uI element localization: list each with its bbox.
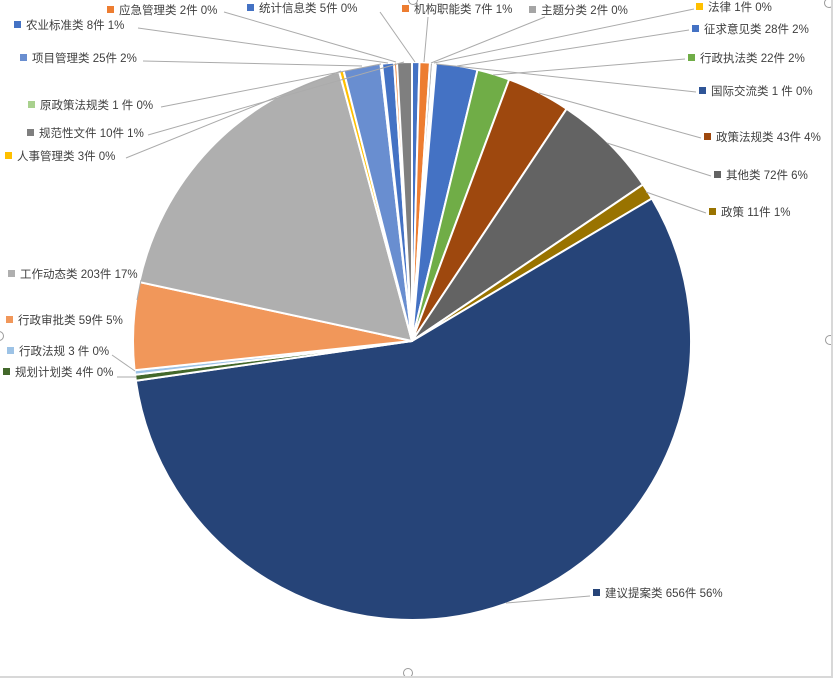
legend-key-icon xyxy=(5,152,12,159)
data-label-16[interactable]: 项目管理类 25件 2% xyxy=(20,52,137,66)
leader-line-5 xyxy=(456,29,690,67)
leader-line-8 xyxy=(606,142,712,177)
leader-line-3 xyxy=(433,8,695,64)
data-label-text: 机构职能类 7件 1% xyxy=(414,4,513,16)
data-label-text: 法律 1件 0% xyxy=(708,2,772,14)
data-label-4[interactable]: 国际交流类 1 件 0% xyxy=(699,85,813,99)
data-label-text: 政策法规类 43件 4% xyxy=(716,132,821,144)
data-label-text: 政策 11件 1% xyxy=(721,207,791,219)
leader-line-9 xyxy=(645,191,707,214)
data-label-text: 应急管理类 2件 0% xyxy=(119,5,218,17)
legend-key-icon xyxy=(692,25,699,32)
legend-key-icon xyxy=(696,3,703,10)
leader-line-4 xyxy=(435,63,697,93)
data-label-14[interactable]: 工作动态类 203件 17% xyxy=(8,268,138,282)
data-label-1[interactable]: 机构职能类 7件 1% xyxy=(402,3,512,17)
data-label-9[interactable]: 政策 11件 1% xyxy=(709,206,790,220)
data-label-20[interactable]: 规范性文件 10件 1% xyxy=(27,127,144,141)
data-label-15[interactable]: 人事管理类 3件 0% xyxy=(5,150,115,164)
legend-key-icon xyxy=(7,347,14,354)
leader-line-10 xyxy=(505,595,591,604)
leader-line-15 xyxy=(125,70,342,159)
data-label-2[interactable]: 主题分类 2件 0% xyxy=(529,4,628,18)
data-label-text: 原政策法规类 1 件 0% xyxy=(40,100,154,112)
data-label-17[interactable]: 原政策法规类 1 件 0% xyxy=(28,99,153,113)
leader-line-20 xyxy=(147,61,405,136)
legend-key-icon xyxy=(688,54,695,61)
data-label-text: 规划计划类 4件 0% xyxy=(15,367,114,379)
legend-key-icon xyxy=(28,101,35,108)
legend-key-icon xyxy=(714,171,721,178)
legend-key-icon xyxy=(8,270,15,277)
legend-key-icon xyxy=(107,6,114,13)
leader-line-18 xyxy=(137,27,389,64)
leader-line-19 xyxy=(223,11,397,63)
data-label-7[interactable]: 政策法规类 43件 4% xyxy=(704,131,821,145)
data-label-text: 农业标准类 8件 1% xyxy=(26,20,125,32)
leader-line-12 xyxy=(111,354,136,372)
selection-handle-2[interactable] xyxy=(825,335,831,345)
leader-line-2 xyxy=(430,16,546,64)
legend-key-icon xyxy=(6,316,13,323)
legend-key-icon xyxy=(529,6,536,13)
legend-key-icon xyxy=(27,129,34,136)
data-label-text: 建议提案类 656件 56% xyxy=(605,588,723,600)
data-label-13[interactable]: 行政审批类 59件 5% xyxy=(6,314,123,328)
legend-key-icon xyxy=(704,133,711,140)
data-label-10[interactable]: 建议提案类 656件 56% xyxy=(593,587,723,601)
data-label-18[interactable]: 农业标准类 8件 1% xyxy=(14,19,124,33)
pie-slice-10[interactable] xyxy=(134,197,692,621)
leader-line-16 xyxy=(142,60,363,67)
data-label-text: 其他类 72件 6% xyxy=(726,170,808,182)
data-label-text: 规范性文件 10件 1% xyxy=(39,128,144,140)
leader-line-7 xyxy=(538,92,702,139)
pie-slice-20[interactable] xyxy=(395,60,413,342)
leader-line-1 xyxy=(423,16,429,63)
leader-line-6 xyxy=(492,58,686,76)
leader-line-0 xyxy=(379,11,416,63)
data-label-text: 国际交流类 1 件 0% xyxy=(711,86,813,98)
data-label-6[interactable]: 行政执法类 22件 2% xyxy=(688,52,805,66)
data-label-5[interactable]: 征求意见类 28件 2% xyxy=(692,23,809,37)
pie-slice-14[interactable] xyxy=(138,70,413,342)
data-label-text: 行政法规 3 件 0% xyxy=(19,346,110,358)
data-label-12[interactable]: 行政法规 3 件 0% xyxy=(7,345,109,359)
data-label-11[interactable]: 规划计划类 4件 0% xyxy=(3,366,113,380)
data-label-text: 统计信息类 5件 0% xyxy=(259,3,358,15)
data-label-text: 行政审批类 59件 5% xyxy=(18,315,123,327)
legend-key-icon xyxy=(3,368,10,375)
data-label-8[interactable]: 其他类 72件 6% xyxy=(714,169,808,183)
data-label-0[interactable]: 统计信息类 5件 0% xyxy=(247,2,357,16)
data-label-text: 征求意见类 28件 2% xyxy=(704,24,809,36)
leader-line-17 xyxy=(160,63,382,108)
selection-handle-4[interactable] xyxy=(824,0,831,8)
data-label-19[interactable]: 应急管理类 2件 0% xyxy=(107,4,217,18)
legend-key-icon xyxy=(699,87,706,94)
legend-key-icon xyxy=(20,54,27,61)
data-label-text: 工作动态类 203件 17% xyxy=(20,269,138,281)
data-label-text: 行政执法类 22件 2% xyxy=(700,53,805,65)
legend-key-icon xyxy=(402,5,409,12)
legend-key-icon xyxy=(247,4,254,11)
data-label-text: 人事管理类 3件 0% xyxy=(17,151,116,163)
data-label-3[interactable]: 法律 1件 0% xyxy=(696,1,772,15)
data-label-text: 项目管理类 25件 2% xyxy=(32,53,137,65)
data-label-text: 主题分类 2件 0% xyxy=(541,5,628,17)
legend-key-icon xyxy=(709,208,716,215)
leader-line-14 xyxy=(136,279,142,301)
selection-handle-3[interactable] xyxy=(403,668,413,676)
legend-key-icon xyxy=(14,21,21,28)
legend-key-icon xyxy=(593,589,600,596)
